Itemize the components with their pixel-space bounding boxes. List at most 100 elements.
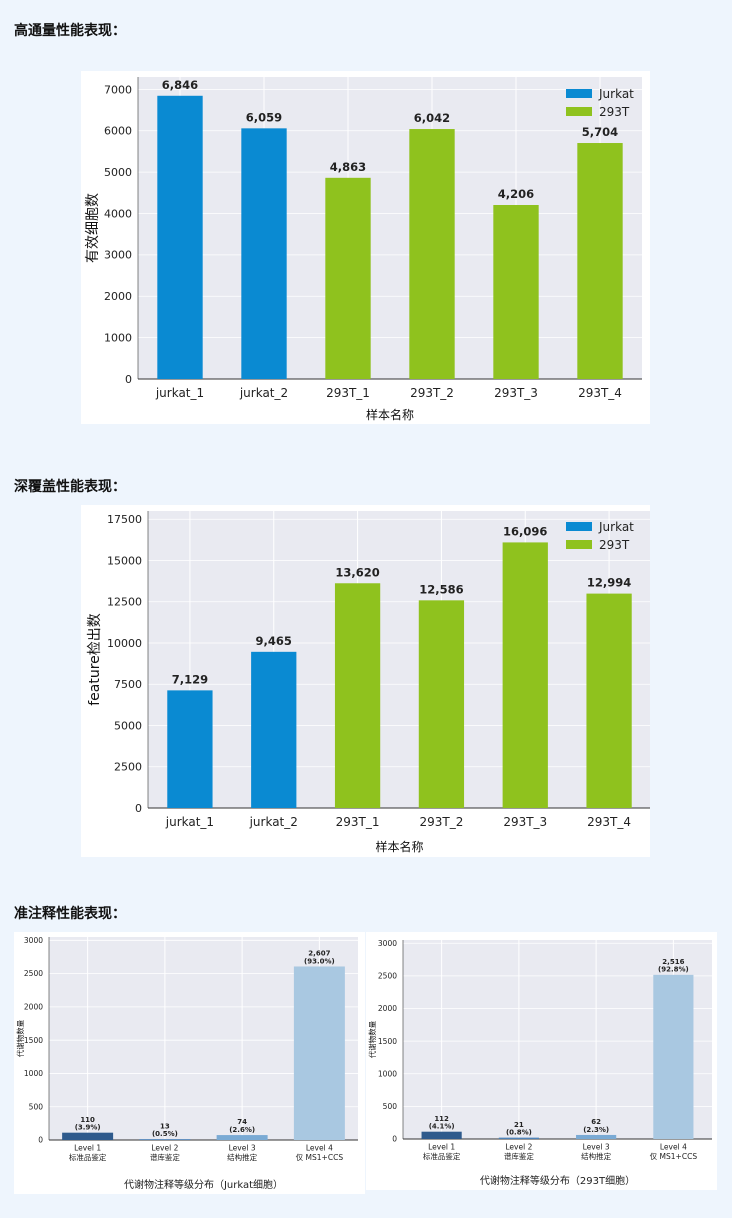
bar-value-label: 2,607: [308, 950, 330, 958]
bar-value-label: 62: [591, 1118, 601, 1126]
bar-value-label: 9,465: [256, 634, 292, 648]
y-tick-label: 15000: [107, 554, 142, 567]
bar: [653, 974, 694, 1139]
y-tick-label: 1500: [378, 1037, 397, 1046]
y-axis-title: 代谢物数量: [367, 1020, 377, 1058]
bar: [586, 593, 632, 808]
bar-percent-label: (2.3%): [583, 1126, 609, 1134]
y-tick-label: 1000: [24, 1069, 43, 1078]
x-tick-label: Level 1: [74, 1144, 101, 1153]
bar: [334, 583, 381, 808]
section-heading-coverage: 深覆盖性能表现：: [14, 479, 126, 495]
x-tick-sublabel: 标准品鉴定: [69, 1152, 107, 1162]
bar-percent-label: (4.1%): [429, 1123, 455, 1131]
y-tick-label: 0: [125, 373, 132, 386]
chart-panel-features: 0 2500 5000 7500 10000 12500 15000 17500 7,129 ju…: [81, 505, 650, 857]
plot-area: [138, 77, 642, 379]
bar-value-label: 6,042: [414, 111, 450, 125]
bar-value-label: 6,059: [246, 110, 282, 124]
y-tick-label: 10000: [107, 637, 142, 650]
bar-value-label: 4,863: [330, 160, 366, 174]
bar-value-label: 5,704: [582, 125, 618, 139]
legend-swatch: [566, 522, 592, 531]
y-tick-label: 2500: [114, 761, 142, 774]
bar-value-label: 4,206: [498, 187, 534, 201]
y-tick-label: 2000: [24, 1003, 43, 1012]
feature-count-bar-chart: 0 2500 5000 7500 10000 12500 15000 17500 7,129 ju…: [87, 511, 650, 854]
bar-value-label: 74: [237, 1118, 247, 1126]
bar: [167, 690, 213, 808]
legend-label: Jurkat: [598, 520, 634, 534]
valid-cells-bar-chart: 0 1000 2000 3000 4000 5000 6000 7000 6,846 jurkat…: [85, 77, 642, 422]
bar: [502, 542, 548, 808]
y-tick-label: 12500: [107, 596, 142, 609]
y-tick-label: 6000: [104, 125, 132, 138]
section-heading-throughput: 高通量性能表现：: [14, 23, 126, 39]
bar: [325, 177, 371, 379]
plot-area: [148, 511, 650, 808]
bar: [418, 600, 465, 808]
x-tick-label: Level 3: [229, 1144, 256, 1153]
x-tick-label: 293T_4: [578, 386, 622, 400]
chart-title: 代谢物注释等级分布（Jurkat细胞）: [124, 1178, 283, 1191]
bar: [409, 129, 455, 379]
bar-value-label: 12,586: [419, 582, 463, 596]
x-tick-sublabel: 标准品鉴定: [423, 1151, 461, 1161]
x-tick-sublabel: 谱库鉴定: [504, 1151, 534, 1161]
x-tick-label: jurkat_2: [239, 386, 288, 400]
bar-percent-label: (3.9%): [75, 1124, 101, 1132]
legend-swatch: [566, 89, 592, 98]
bar: [493, 204, 539, 379]
chart-title: 代谢物注释等级分布（293T细胞）: [480, 1174, 635, 1187]
legend-swatch: [566, 107, 592, 116]
x-tick-label: Level 4: [306, 1144, 333, 1153]
bar: [216, 1135, 268, 1140]
chart-panel-cells: 0 1000 2000 3000 4000 5000 6000 7000 6,846 jurkat…: [81, 71, 650, 424]
y-tick-label: 2000: [104, 290, 132, 303]
x-tick-label: Level 1: [428, 1143, 455, 1152]
bar-value-label: 12,994: [587, 576, 631, 590]
legend-swatch: [566, 540, 592, 549]
bar: [139, 1139, 191, 1140]
y-tick-label: 3000: [378, 939, 397, 948]
legend-label: 293T: [599, 538, 630, 552]
bar: [576, 1134, 617, 1139]
bar-value-label: 21: [514, 1121, 524, 1129]
y-tick-label: 1500: [24, 1036, 43, 1045]
y-tick-label: 7000: [104, 83, 132, 96]
bar-value-label: 7,129: [172, 672, 208, 686]
y-tick-label: 3000: [24, 936, 43, 945]
x-tick-sublabel: 结构推定: [581, 1151, 611, 1161]
y-tick-label: 1000: [378, 1069, 397, 1078]
y-tick-label: 0: [38, 1136, 43, 1145]
x-tick-label: Level 3: [583, 1143, 610, 1152]
x-tick-label: Level 2: [151, 1144, 178, 1153]
bar-value-label: 2,516: [662, 958, 684, 966]
bar-percent-label: (0.8%): [506, 1128, 532, 1136]
bar: [293, 966, 345, 1140]
y-axis-title: 代谢物数量: [15, 1019, 25, 1057]
x-tick-sublabel: 谱库鉴定: [150, 1152, 180, 1162]
y-tick-label: 2500: [378, 972, 397, 981]
x-tick-label: Level 2: [505, 1143, 532, 1152]
bar: [241, 128, 287, 379]
bar: [498, 1137, 539, 1139]
y-tick-label: 3000: [104, 249, 132, 262]
x-tick-label: 293T_2: [419, 815, 463, 829]
legend-label: 293T: [599, 105, 630, 119]
y-tick-label: 500: [383, 1102, 398, 1111]
bar-percent-label: (93.0%): [304, 957, 335, 965]
legend-label: Jurkat: [598, 87, 634, 101]
bar: [251, 651, 297, 808]
bar: [421, 1131, 462, 1139]
x-tick-label: 293T_3: [494, 386, 538, 400]
x-tick-label: jurkat_1: [165, 815, 214, 829]
bar-percent-label: (2.6%): [229, 1126, 255, 1134]
y-tick-label: 2000: [378, 1004, 397, 1013]
x-tick-sublabel: 结构推定: [227, 1152, 257, 1162]
y-tick-label: 7500: [114, 678, 142, 691]
bar-value-label: 16,096: [503, 524, 547, 538]
x-tick-label: 293T_1: [326, 386, 370, 400]
x-tick-sublabel: 仅 MS1+CCS: [650, 1151, 698, 1161]
bar-value-label: 13: [160, 1122, 170, 1130]
